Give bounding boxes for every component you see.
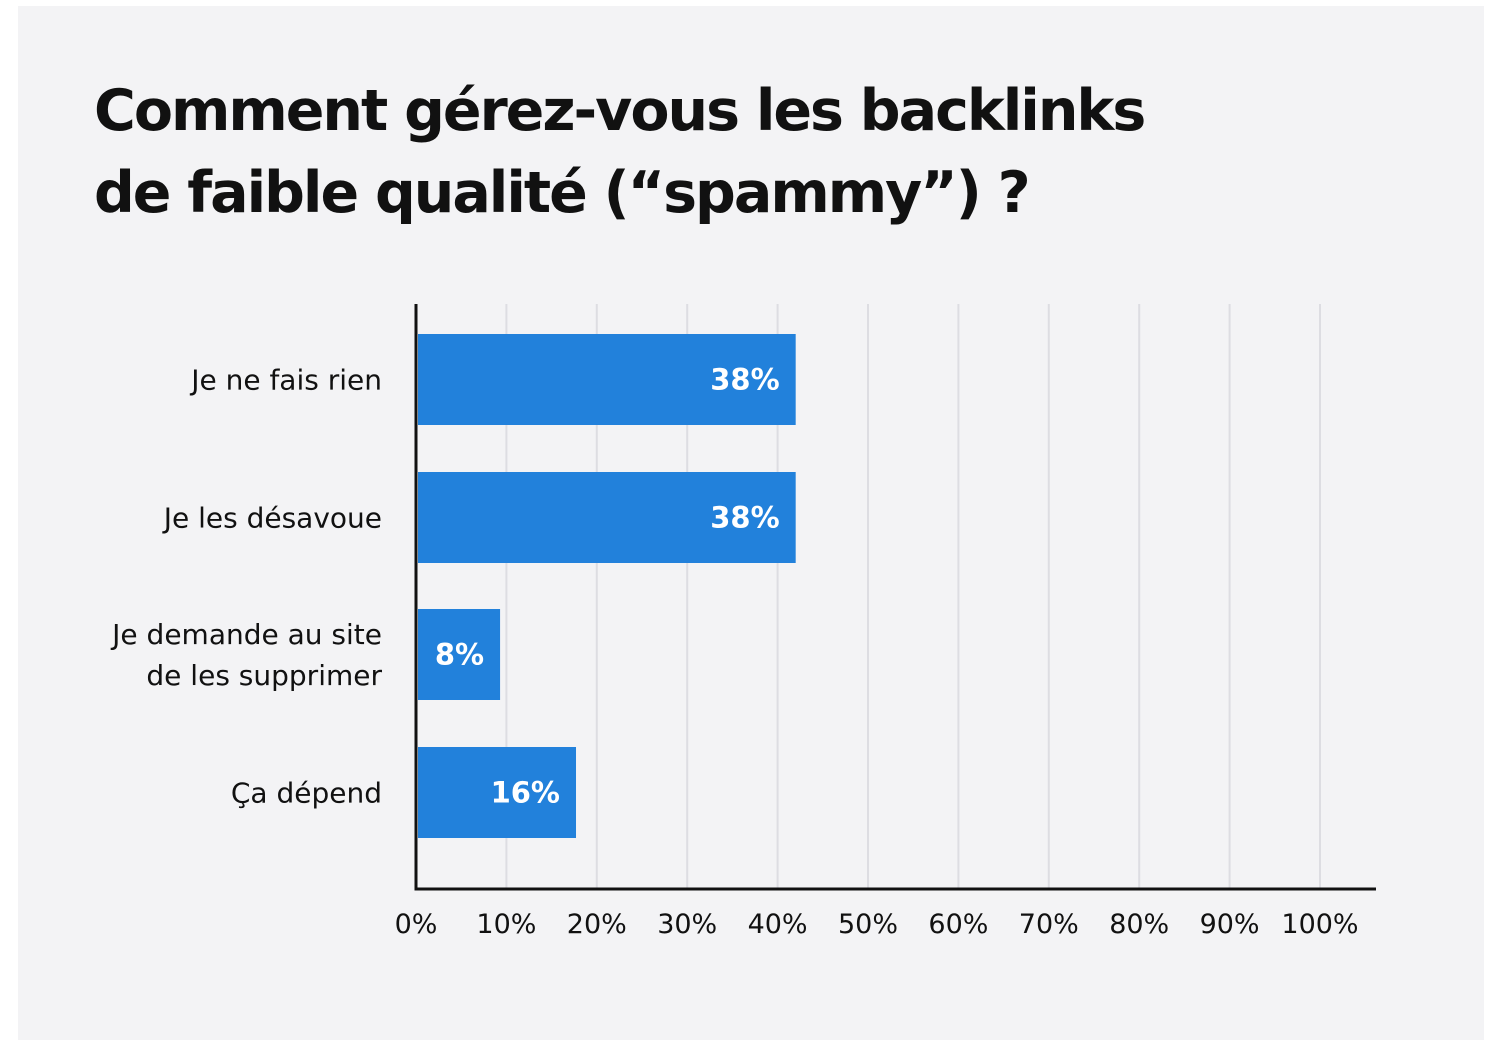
category-label: de les supprimer xyxy=(146,659,382,692)
x-tick-label: 70% xyxy=(1019,909,1079,940)
bar xyxy=(418,472,796,563)
category-label: Je demande au site xyxy=(110,618,382,651)
bar xyxy=(418,609,501,700)
data-label: 16% xyxy=(491,776,560,810)
x-tick-label: 90% xyxy=(1200,909,1260,940)
x-tick-label: 10% xyxy=(476,909,536,940)
chart-title: Comment gérez-vous les backlinks de faib… xyxy=(94,78,1146,226)
x-tick-label: 0% xyxy=(395,909,438,940)
x-tick-label: 50% xyxy=(838,909,898,940)
bar xyxy=(418,747,577,838)
category-label: Ça dépend xyxy=(231,777,382,810)
category-label: Je ne fais rien xyxy=(189,364,382,397)
x-tick-label: 30% xyxy=(657,909,717,940)
x-tick-label: 20% xyxy=(567,909,627,940)
data-label: 8% xyxy=(435,638,484,672)
x-tick-label: 100% xyxy=(1281,909,1358,940)
x-tick-label: 80% xyxy=(1109,909,1169,940)
x-tick-label: 40% xyxy=(748,909,808,940)
bar xyxy=(418,334,796,425)
x-tick-label: 60% xyxy=(928,909,988,940)
data-label: 38% xyxy=(710,501,779,535)
category-label: Je les désavoue xyxy=(162,502,382,535)
data-label: 38% xyxy=(710,363,779,397)
